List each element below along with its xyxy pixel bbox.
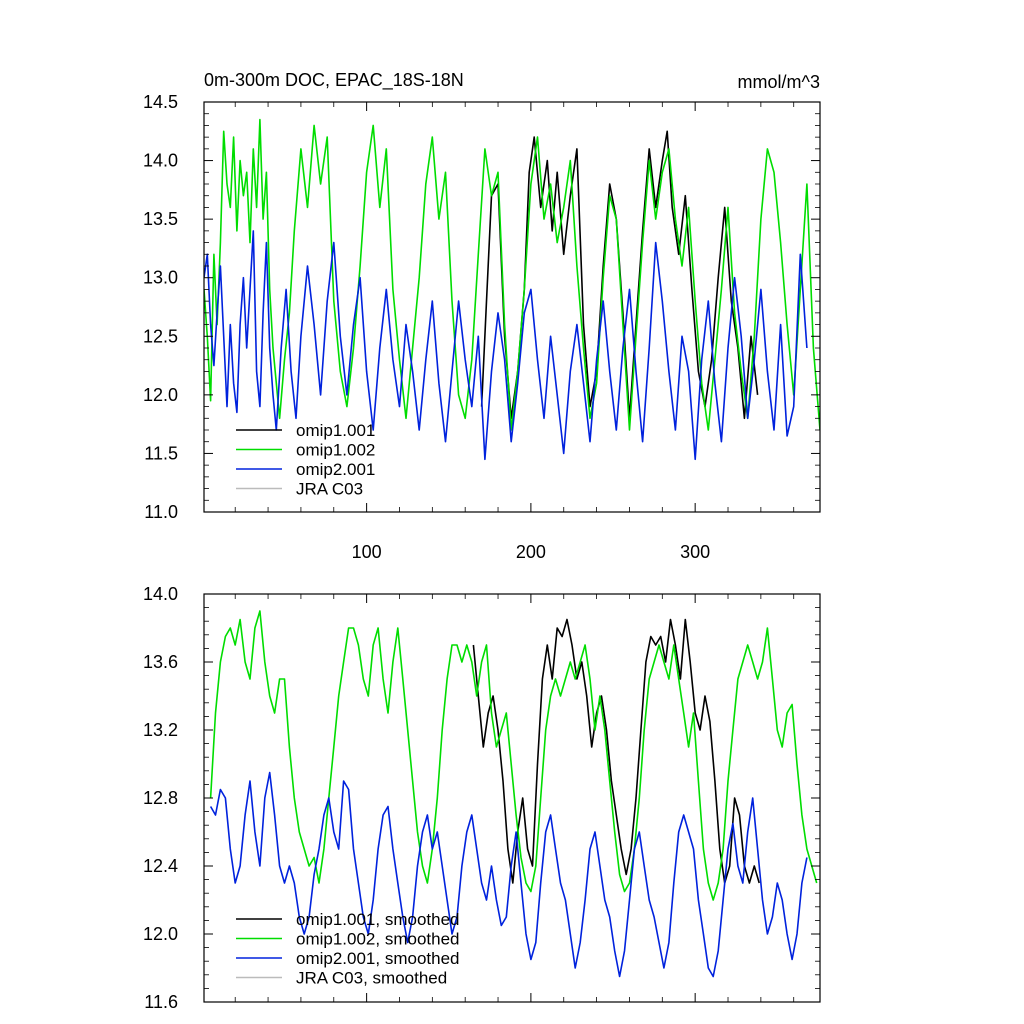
- bottom-panel: 11.6 12.0 12.4 12.8 13.2 13.6 14.0 omip1.001, s…: [143, 584, 821, 1012]
- series-line-omip2-001-smoothed: [209, 771, 808, 978]
- legend-label: omip1.001, smoothed: [296, 910, 460, 929]
- y-tick-label: 12.4: [143, 856, 178, 876]
- y-tick-label: 13.5: [143, 209, 178, 229]
- x-tick-label: 100: [352, 542, 382, 562]
- plot-area: [209, 610, 818, 978]
- legend-label: omip1.002: [296, 441, 375, 460]
- y-tick-label: 14.5: [143, 92, 178, 112]
- y-tick-label: 13.2: [143, 720, 178, 740]
- y-tick-label: 11.6: [144, 992, 178, 1012]
- y-tick-label: 12.0: [143, 924, 178, 944]
- y-tick-label: 14.0: [143, 151, 178, 171]
- y-tick-label: 13.0: [143, 268, 178, 288]
- y-tick-label: 14.0: [143, 584, 178, 604]
- legend-label: JRA C03, smoothed: [296, 969, 447, 988]
- legend-label: omip1.001: [296, 421, 375, 440]
- y-tick-label: 12.8: [143, 788, 178, 808]
- plot-area: [204, 118, 820, 461]
- x-tick-label: 200: [516, 542, 546, 562]
- chart-title: 0m-300m DOC, EPAC_18S-18N: [204, 70, 464, 91]
- y-tick-label: 12.5: [143, 326, 178, 346]
- series-line-omip1-002-smoothed: [209, 610, 818, 901]
- series-line-omip2-001: [204, 230, 808, 461]
- y-tick-label: 11.0: [144, 502, 178, 522]
- y-tick-label: 11.5: [144, 443, 178, 463]
- x-tick-label: 300: [680, 542, 710, 562]
- top-panel: 11.0 11.5 12.0 12.5 13.0 13.5 14.0 14.5 100 200 30…: [143, 70, 821, 562]
- y-tick-label: 12.0: [143, 385, 178, 405]
- plot-frame: [203, 101, 821, 513]
- y-tick-label: 13.6: [143, 652, 178, 672]
- series-line-omip1-002: [204, 118, 820, 431]
- legend-label: omip1.002, smoothed: [296, 930, 460, 949]
- legend-label: omip2.001, smoothed: [296, 949, 460, 968]
- legend-label: JRA C03: [296, 480, 363, 499]
- legend-label: omip2.001: [296, 460, 375, 479]
- series-line-omip1-001-smoothed: [472, 618, 760, 884]
- units-label: mmol/m^3: [738, 72, 820, 92]
